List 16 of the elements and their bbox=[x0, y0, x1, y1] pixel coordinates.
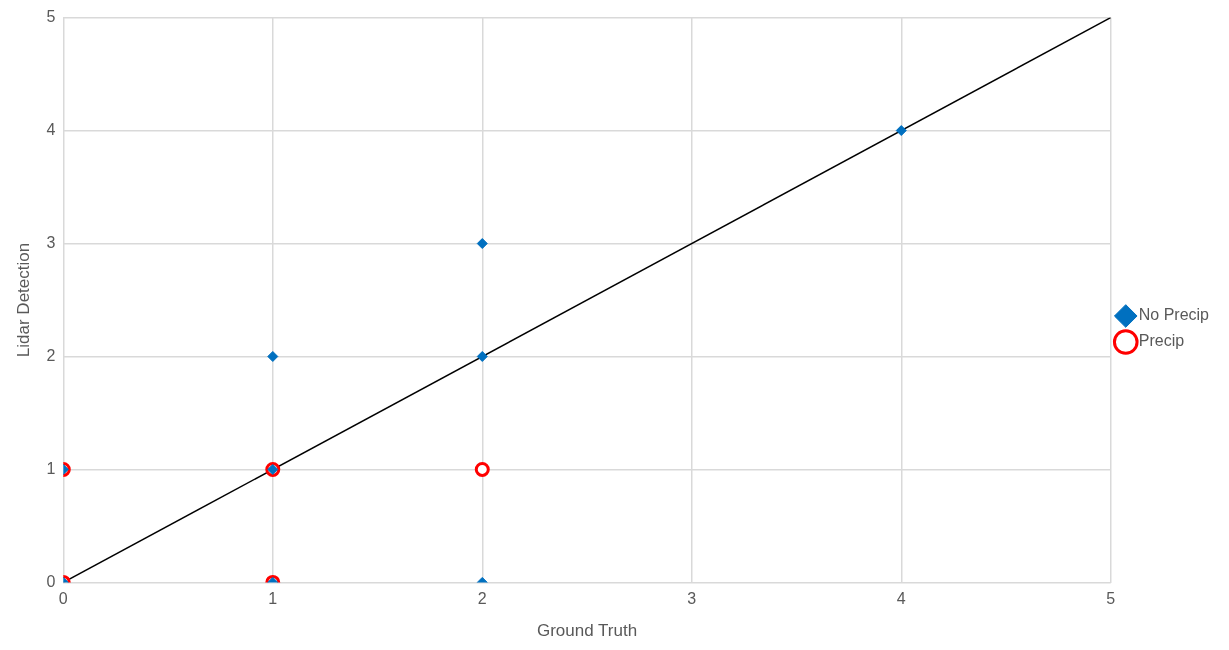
x-tick-label: 5 bbox=[1106, 590, 1116, 608]
y-tick-label: 4 bbox=[46, 120, 56, 138]
x-tick-label: 3 bbox=[687, 590, 697, 608]
legend-label: Precip bbox=[1138, 332, 1185, 350]
y-tick-label: 0 bbox=[46, 572, 56, 590]
y-tick-label: 1 bbox=[46, 459, 56, 477]
y-tick-label: 3 bbox=[46, 233, 56, 251]
x-tick-label: 2 bbox=[477, 590, 487, 608]
x-tick-label: 4 bbox=[896, 590, 906, 608]
legend-label: No Precip bbox=[1138, 306, 1210, 324]
y-axis-title: Lidar Detection bbox=[13, 242, 33, 358]
y-tick-label: 5 bbox=[46, 8, 56, 26]
x-axis-title: Ground Truth bbox=[536, 621, 638, 641]
x-tick-label: 0 bbox=[58, 590, 68, 608]
y-tick-label: 2 bbox=[46, 346, 56, 364]
x-tick-label: 1 bbox=[268, 590, 278, 608]
